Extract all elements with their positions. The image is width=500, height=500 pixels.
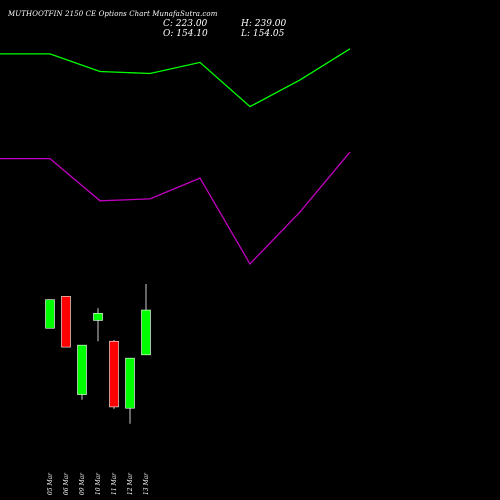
- candle-body-up: [93, 312, 103, 321]
- x-tick-label: 12 Mar: [127, 472, 134, 495]
- x-tick-label: 05 Mar: [47, 472, 54, 495]
- bands-layer: [0, 48, 351, 265]
- high-price: H: 239.00: [241, 19, 287, 29]
- x-tick-label: 09 Mar: [79, 472, 86, 495]
- low-price: L: 154.05: [241, 29, 285, 39]
- candle-0: [45, 299, 55, 329]
- candle-4: [109, 339, 119, 409]
- x-tick-label: 06 Mar: [63, 472, 70, 495]
- candle-body-up: [141, 309, 151, 356]
- candles-layer: [45, 284, 151, 424]
- candle-body-down: [109, 340, 119, 408]
- open-price: O: 154.10: [163, 29, 208, 39]
- lower-band-line: [0, 151, 351, 265]
- candle-body-up: [77, 344, 87, 395]
- close-price: C: 223.00: [163, 19, 208, 29]
- x-tick-label: 13 Mar: [143, 472, 150, 495]
- candle-5: [125, 357, 135, 424]
- candle-1: [61, 296, 71, 348]
- candle-6: [141, 284, 151, 356]
- candle-body-down: [61, 296, 71, 348]
- x-tick-label: 10 Mar: [95, 472, 102, 495]
- chart-title: MUTHOOTFIN 2150 CE Options Chart MunafaS…: [8, 10, 218, 18]
- upper-band-line: [0, 48, 351, 108]
- x-axis-labels: 05 Mar 06 Mar 09 Mar 10 Mar 11 Mar 12 Mar 13 M…: [47, 472, 150, 495]
- x-tick-label: 11 Mar: [111, 472, 118, 495]
- candle-3: [93, 308, 103, 342]
- candle-2: [77, 344, 87, 400]
- candle-body-up: [125, 357, 135, 409]
- candle-body-up: [45, 299, 55, 329]
